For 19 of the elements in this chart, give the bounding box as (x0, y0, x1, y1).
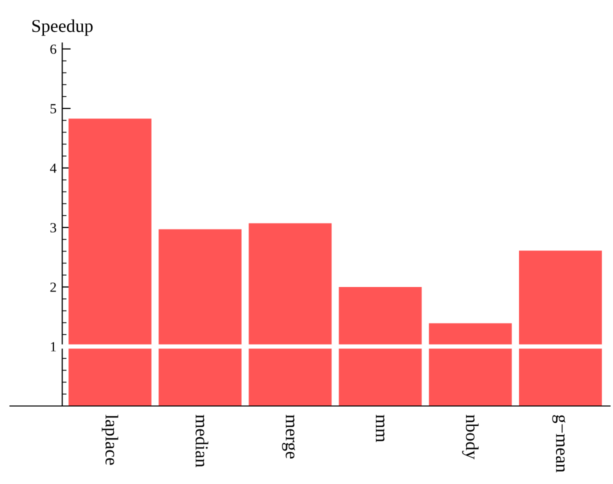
bar (338, 286, 422, 406)
bar (158, 229, 242, 406)
y-tick-label: 5 (50, 104, 56, 114)
x-tick-label: merge (282, 414, 296, 459)
x-tick-label: nbody (462, 414, 479, 460)
x-tick-label: median (196, 414, 208, 468)
bar (68, 118, 152, 406)
bar (248, 223, 332, 406)
x-tick-label: g−mean (552, 415, 566, 472)
bar (428, 323, 512, 406)
x-tick-label: laplace (102, 414, 118, 465)
x-tick-label: mm (376, 414, 384, 442)
y-axis-title: Speedup (32, 19, 93, 36)
y-tick-label: 4 (50, 164, 56, 173)
y-tick-label: 6 (50, 44, 56, 54)
y-tick-label: 1 (50, 342, 56, 352)
y-tick-label: 2 (50, 282, 56, 292)
y-tick-label: 3 (50, 223, 56, 232)
bar (519, 250, 602, 406)
